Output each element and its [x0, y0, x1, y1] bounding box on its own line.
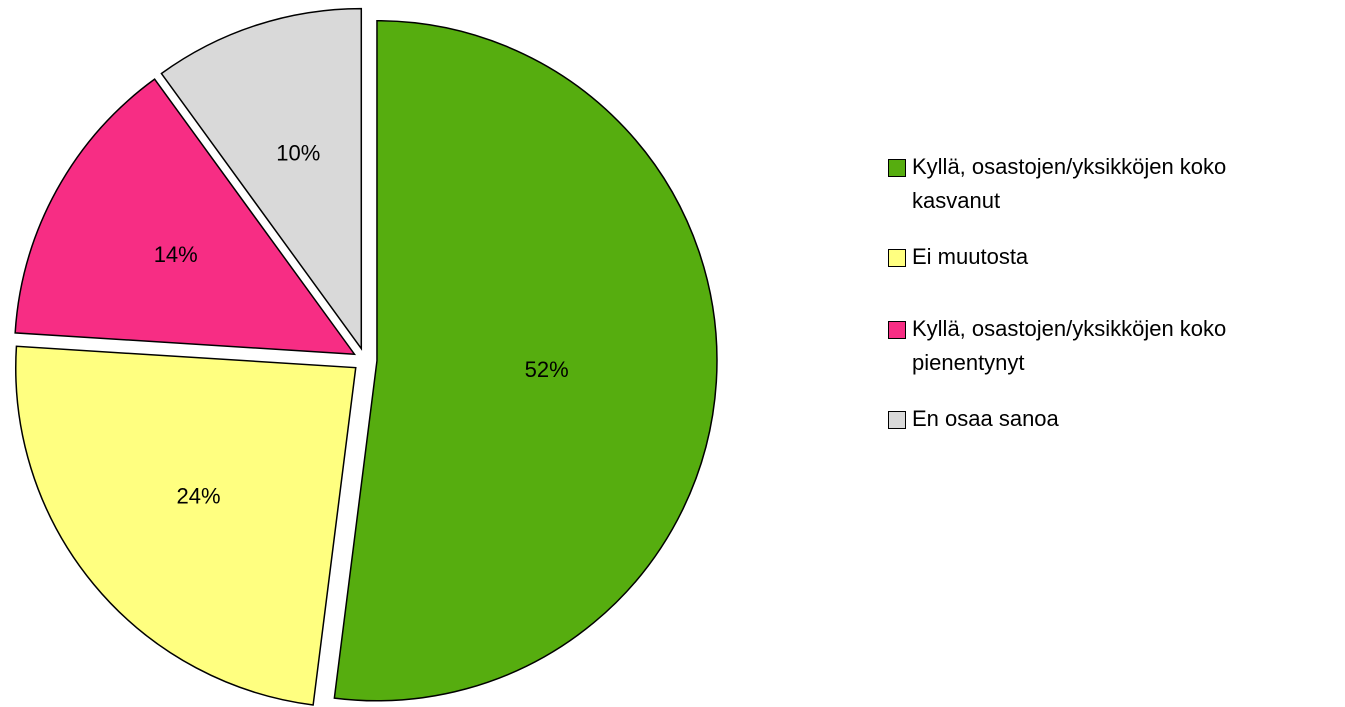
- legend-swatch: [888, 411, 906, 429]
- legend-label: En osaa sanoa: [912, 406, 1059, 431]
- pie-slice: [14, 78, 357, 356]
- legend-item: Ei muutosta: [888, 240, 1328, 274]
- data-label: 10%: [276, 140, 320, 165]
- legend-item: Kyllä, osastojen/yksikköjen koko kasvanu…: [888, 150, 1328, 218]
- legend: Kyllä, osastojen/yksikköjen koko kasvanu…: [888, 150, 1328, 436]
- data-label: 52%: [525, 357, 569, 382]
- data-label: 24%: [177, 483, 221, 508]
- legend-item: En osaa sanoa: [888, 402, 1328, 436]
- data-label: 14%: [154, 242, 198, 267]
- legend-swatch: [888, 321, 906, 339]
- legend-swatch: [888, 159, 906, 177]
- legend-item: Kyllä, osastojen/yksikköjen koko pienent…: [888, 312, 1328, 380]
- legend-label: Kyllä, osastojen/yksikköjen koko kasvanu…: [912, 154, 1227, 213]
- legend-label: Kyllä, osastojen/yksikköjen koko pienent…: [912, 316, 1227, 375]
- pie-slice: [15, 345, 357, 706]
- pie-slice: [160, 7, 363, 351]
- legend-swatch: [888, 249, 906, 267]
- legend-label: Ei muutosta: [912, 244, 1029, 269]
- pie-slice: [333, 20, 718, 702]
